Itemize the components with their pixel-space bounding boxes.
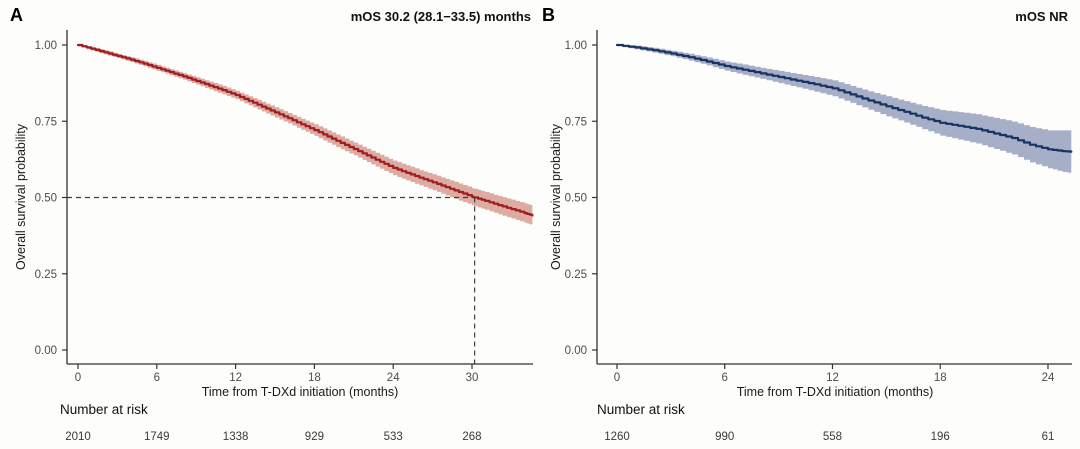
y-tick-label: 0.50 <box>565 193 587 205</box>
panel-b-subtitle-median-os: mOS NR <box>1015 9 1068 24</box>
x-tick-label: 12 <box>229 372 242 384</box>
y-tick-label: 1.00 <box>565 40 587 52</box>
x-tick-label: 0 <box>75 372 81 384</box>
number-at-risk-value: 196 <box>931 431 950 443</box>
number-at-risk-value: 990 <box>715 431 734 443</box>
panel-a-letter: A <box>10 5 23 25</box>
y-tick-label: 0.00 <box>565 345 587 357</box>
panel-a-number-at-risk-label: Number at risk <box>60 402 148 417</box>
y-tick-label: 0.50 <box>35 193 57 205</box>
x-tick-label: 0 <box>614 372 620 384</box>
x-tick-label: 6 <box>154 372 160 384</box>
km-confidence-band-b <box>617 45 1072 174</box>
y-tick-label: 0.75 <box>565 116 587 128</box>
number-at-risk-value: 268 <box>462 431 481 443</box>
y-tick-label: 0.75 <box>35 116 57 128</box>
x-tick-label: 18 <box>308 372 321 384</box>
number-at-risk-value: 2010 <box>65 431 91 443</box>
panel-b-letter: B <box>542 5 555 25</box>
y-tick-label: 0.00 <box>35 345 57 357</box>
number-at-risk-value: 1749 <box>144 431 170 443</box>
number-at-risk-value: 533 <box>384 431 403 443</box>
number-at-risk-value: 1338 <box>223 431 249 443</box>
x-tick-label: 18 <box>934 372 947 384</box>
number-at-risk-value: 929 <box>305 431 324 443</box>
panel-a-subtitle-median-os: mOS 30.2 (28.1−33.5) months <box>350 9 531 24</box>
panel-b-x-axis-title: Time from T-DXd initiation (months) <box>736 385 934 399</box>
km-confidence-band-a <box>78 45 533 226</box>
y-tick-label: 0.25 <box>565 269 587 281</box>
x-tick-label: 30 <box>466 372 479 384</box>
number-at-risk-value: 1260 <box>604 431 630 443</box>
panel-b-number-at-risk-label: Number at risk <box>597 402 685 417</box>
y-tick-label: 0.25 <box>35 269 57 281</box>
number-at-risk-value: 61 <box>1042 431 1055 443</box>
x-tick-label: 6 <box>722 372 728 384</box>
km-survival-curve-b <box>615 43 1073 153</box>
panel-a-x-axis-title: Time from T-DXd initiation (months) <box>201 385 399 399</box>
km-survival-curve-a <box>76 43 534 217</box>
y-tick-label: 1.00 <box>35 40 57 52</box>
panel-b-y-axis-title: Overall survival probability <box>549 124 563 270</box>
number-at-risk-value: 558 <box>823 431 842 443</box>
x-tick-label: 24 <box>1042 372 1055 384</box>
x-tick-label: 12 <box>826 372 839 384</box>
panel-a-y-axis-title: Overall survival probability <box>14 124 28 270</box>
x-tick-label: 24 <box>387 372 400 384</box>
